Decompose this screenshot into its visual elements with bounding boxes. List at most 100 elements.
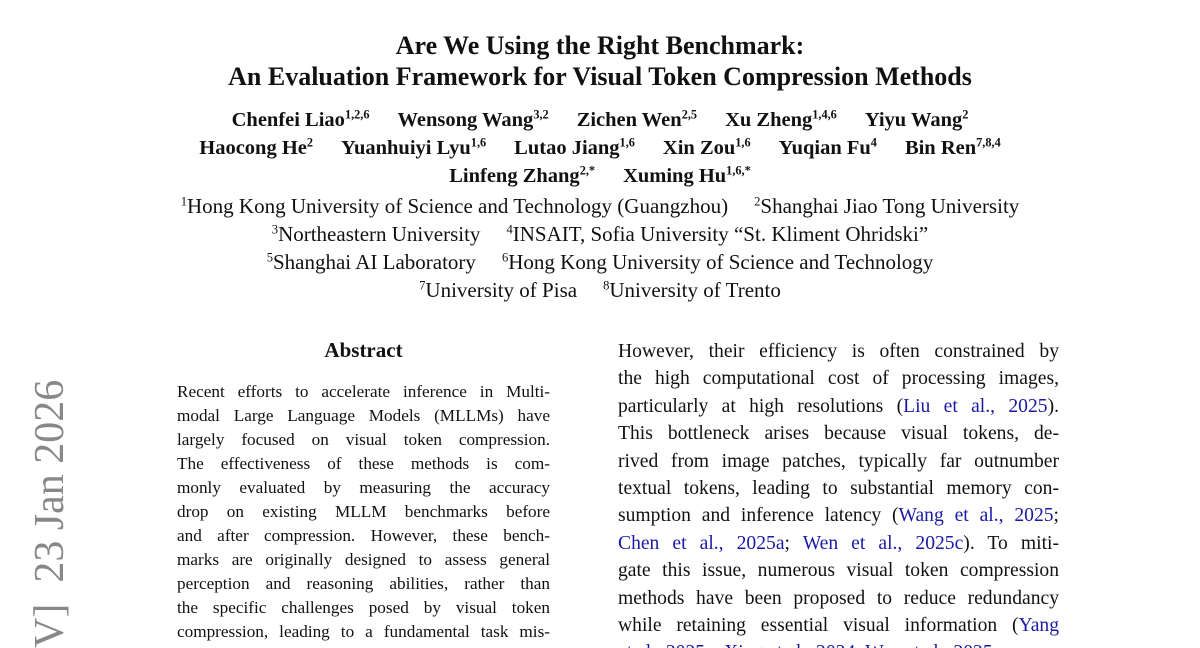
affiliation-name: University of Pisa: [425, 278, 578, 302]
citation-link[interactable]: Liu et al., 2025: [903, 395, 1048, 417]
affiliation-name: INSAIT, Sofia University “St. Kliment Oh…: [512, 222, 929, 246]
abstract-line: compression, leading to a fundamental ta…: [177, 622, 550, 641]
author-name: Yuanhuiyi Lyu: [341, 137, 471, 159]
affiliation-number: 6: [501, 250, 509, 265]
intro-line: while retaining essential visual informa…: [618, 612, 1059, 639]
affiliation-number: 1: [180, 194, 187, 209]
abstract-line: The effectiveness of these methods is co…: [177, 454, 550, 473]
text-span: rived from image patches, typically far …: [618, 450, 1059, 472]
affiliation-number: 5: [266, 250, 273, 265]
author: Chenfei Liao1,2,6: [232, 107, 370, 131]
arxiv-stamp: V] 23 Jan 2026: [27, 379, 73, 648]
introduction-body: However, their efficiency is often const…: [618, 338, 1059, 648]
author-affiliation-marks: 1,6: [735, 135, 751, 150]
abstract-line: and after compression. However, these be…: [177, 526, 550, 545]
text-span: particularly at high resolutions (: [618, 395, 904, 417]
author-affiliation-marks: 1,6,*: [726, 163, 751, 178]
affiliation-number: 8: [603, 278, 610, 293]
intro-line: sumption and inference latency (Wang et …: [618, 502, 1059, 529]
author: Xuming Hu1,6,*: [623, 163, 751, 187]
author-affiliation-marks: 1,6: [619, 135, 635, 150]
abstract-heading: Abstract: [324, 338, 403, 362]
affiliation-name: Shanghai Jiao Tong University: [760, 194, 1020, 218]
author-row: Linfeng Zhang2,* Xuming Hu1,6,*: [0, 163, 1200, 188]
author: Yuanhuiyi Lyu1,6: [341, 135, 487, 159]
author-name: Xuming Hu: [623, 165, 727, 187]
author-row: Haocong He2 Yuanhuiyi Lyu1,6 Lutao Jiang1,…: [0, 135, 1200, 160]
citation-link[interactable]: Yang: [1018, 615, 1059, 637]
author-affiliation-marks: 3,2: [533, 107, 549, 122]
affiliation-row: 1Hong Kong University of Science and Tec…: [0, 194, 1200, 219]
author-affiliation-marks: 2,5: [681, 107, 698, 122]
author-name: Yiyu Wang: [864, 109, 963, 131]
author-affiliation-marks: 7,8,4: [976, 135, 1001, 150]
text-span: This bottleneck arises because visual to…: [618, 423, 1059, 445]
author-name: Yuqian Fu: [778, 137, 871, 159]
paper-title-line-1: Are We Using the Right Benchmark:: [395, 31, 805, 60]
citation-link[interactable]: Wang et al., 2025: [898, 505, 1054, 527]
text-span: gate this issue, numerous visual token c…: [618, 560, 1059, 582]
affiliation-name: Shanghai AI Laboratory: [272, 250, 476, 274]
affiliation: 1Hong Kong University of Science and Tec…: [181, 194, 728, 218]
affiliation: 6Hong Kong University of Science and Tec…: [502, 250, 933, 274]
affiliation-name: University of Trento: [609, 278, 781, 302]
intro-line: textual tokens, leading to substantial m…: [618, 475, 1059, 502]
intro-line: This bottleneck arises because visual to…: [618, 420, 1059, 447]
abstract-line: drop on existing MLLM benchmarks before: [177, 502, 550, 521]
intro-line: particularly at high resolutions (Liu et…: [618, 393, 1059, 420]
text-span: However, their efficiency is often const…: [618, 341, 1059, 362]
author-name: Bin Ren: [904, 137, 977, 159]
affiliation-row: 3Northeastern University 4INSAIT, Sofia U…: [0, 222, 1200, 247]
author-name: Haocong He: [199, 137, 307, 159]
citation-link[interactable]: Wen et al., 2025c: [802, 532, 964, 554]
affiliation-name: Hong Kong University of Science and Tech…: [508, 250, 934, 274]
affiliation-name: Northeastern University: [278, 222, 481, 246]
affiliation-name: Hong Kong University of Science and Tech…: [187, 194, 729, 218]
affiliation-row: 7University of Pisa 8University of Trento: [0, 278, 1200, 303]
author-name: Wensong Wang: [397, 109, 534, 131]
abstract-line: monly evaluated by measuring the accurac…: [177, 478, 550, 497]
affiliation-number: 4: [506, 222, 513, 237]
author: Xu Zheng1,4,6: [725, 107, 837, 131]
citation-link[interactable]: Chen et al., 2025a: [618, 532, 785, 554]
affiliation: 2Shanghai Jiao Tong University: [754, 194, 1019, 218]
abstract-line: perception and reasoning abilities, rath…: [177, 574, 550, 593]
intro-line: rived from image patches, typically far …: [618, 448, 1059, 475]
intro-line: the high computational cost of processin…: [618, 365, 1059, 392]
abstract-line: modal Large Language Models (MLLMs) have: [177, 406, 550, 425]
author-name: Linfeng Zhang: [449, 165, 580, 187]
affiliation: 5Shanghai AI Laboratory: [267, 250, 476, 274]
author-affiliation-marks: 1,4,6: [812, 107, 837, 122]
citation-link[interactable]: et al., 2025a; Xing et al., 2024; Wen et…: [618, 642, 993, 648]
abstract-line: Recent efforts to accelerate inference i…: [177, 382, 550, 401]
author-name: Zichen Wen: [576, 109, 682, 131]
author-name: Xu Zheng: [725, 109, 813, 131]
text-span: while retaining essential visual informa…: [618, 615, 1019, 637]
intro-line: methods have been proposed to reduce red…: [618, 585, 1059, 612]
author: Yuqian Fu4: [778, 136, 877, 159]
affiliation-number: 2: [754, 194, 761, 209]
author-affiliation-marks: 2: [306, 135, 314, 150]
author-affiliation-marks: 2: [962, 107, 969, 122]
affiliation-number: 3: [271, 222, 279, 237]
abstract-line: the specific challenges posed by visual …: [177, 598, 550, 617]
author-row: Chenfei Liao1,2,6 Wensong Wang3,2 Zichen W…: [0, 107, 1200, 132]
abstract-line: largely focused on visual token compress…: [177, 430, 550, 449]
author: Linfeng Zhang2,*: [449, 164, 595, 187]
text-span: textual tokens, leading to substantial m…: [618, 478, 1059, 500]
intro-line: gate this issue, numerous visual token c…: [618, 557, 1059, 584]
text-span: methods have been proposed to reduce red…: [618, 587, 1059, 609]
author: Bin Ren7,8,4: [904, 135, 1001, 159]
intro-line: However, their efficiency is often const…: [618, 338, 1059, 365]
intro-line: et al., 2025a; Xing et al., 2024; Wen et…: [618, 639, 1059, 648]
author: Haocong He2: [199, 135, 314, 159]
text-span: ;: [1053, 505, 1059, 527]
affiliation: 3Northeastern University: [272, 222, 481, 246]
author-affiliation-marks: 1,2,6: [344, 107, 370, 122]
author-name: Lutao Jiang: [514, 137, 620, 159]
author-affiliation-marks: 1,6: [470, 135, 487, 150]
affiliation: 8University of Trento: [603, 278, 781, 302]
text-span: ).: [1047, 395, 1059, 417]
author: Lutao Jiang1,6: [514, 135, 635, 159]
author: Xin Zou1,6: [663, 135, 751, 159]
